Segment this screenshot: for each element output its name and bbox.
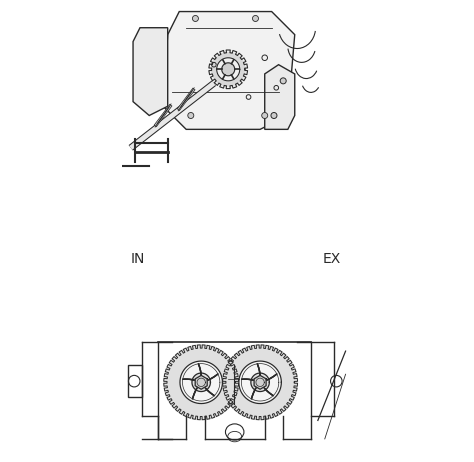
Polygon shape xyxy=(164,345,238,419)
Polygon shape xyxy=(254,375,266,389)
Circle shape xyxy=(253,16,258,21)
Text: IN: IN xyxy=(130,252,145,266)
Polygon shape xyxy=(217,58,240,81)
Polygon shape xyxy=(239,361,282,403)
Polygon shape xyxy=(251,373,269,391)
Text: EX: EX xyxy=(323,252,341,266)
Polygon shape xyxy=(223,345,298,419)
Polygon shape xyxy=(133,28,168,116)
Polygon shape xyxy=(211,53,245,86)
Circle shape xyxy=(271,113,277,118)
Circle shape xyxy=(188,113,194,118)
Polygon shape xyxy=(222,63,235,76)
Polygon shape xyxy=(195,375,207,389)
Circle shape xyxy=(280,78,286,84)
Circle shape xyxy=(192,16,199,21)
Polygon shape xyxy=(163,12,295,129)
Polygon shape xyxy=(264,65,295,129)
Polygon shape xyxy=(180,361,222,403)
Circle shape xyxy=(262,113,268,118)
Polygon shape xyxy=(192,373,210,391)
